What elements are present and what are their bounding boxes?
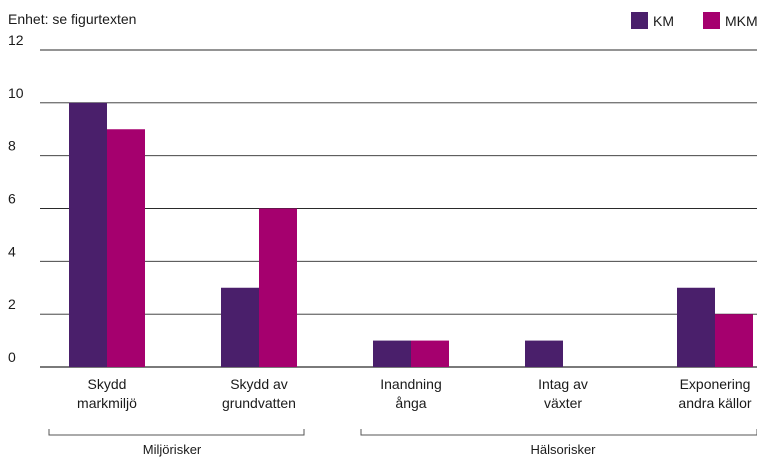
legend-label: MKM xyxy=(725,13,757,29)
bar-mkm xyxy=(715,314,753,367)
bar-mkm xyxy=(259,208,297,367)
x-tick-label: Inandning ånga xyxy=(380,376,442,411)
y-tick-label: 6 xyxy=(8,191,16,207)
legend-swatch-km xyxy=(631,12,648,29)
bar-km xyxy=(221,287,259,367)
y-tick-label: 10 xyxy=(8,85,24,101)
bar-km xyxy=(69,102,107,367)
x-tick-label-line: Skydd av xyxy=(230,376,288,392)
unit-label: Enhet: se figurtexten xyxy=(8,11,136,27)
y-tick-label: 4 xyxy=(8,243,16,259)
y-tick-label: 12 xyxy=(8,32,24,48)
x-tick-label: Skydd markmiljö xyxy=(77,376,137,411)
x-tick-label-line: växter xyxy=(544,395,582,411)
y-tick-label: 2 xyxy=(8,296,16,312)
x-tick-label: Skydd av grundvatten xyxy=(222,376,296,411)
x-tick-label-line: andra källor xyxy=(678,395,751,411)
group-label: Hälsorisker xyxy=(530,442,596,457)
y-axis: 0 2 4 6 8 10 12 xyxy=(8,32,24,365)
x-tick-label: Exponering andra källor xyxy=(678,376,751,411)
x-tick-label-line: Exponering xyxy=(680,376,751,392)
x-tick-label: Intag av växter xyxy=(538,376,588,411)
group-bracket xyxy=(360,429,757,436)
bar-mkm xyxy=(411,340,449,367)
x-tick-label-line: Skydd xyxy=(88,376,127,392)
bar-km xyxy=(677,287,715,367)
bar-mkm xyxy=(107,129,145,367)
group-bracket xyxy=(48,429,305,436)
y-tick-label: 0 xyxy=(8,349,16,365)
bar-km xyxy=(525,340,563,367)
legend-label: KM xyxy=(653,13,674,29)
x-axis: Skydd markmiljö Skydd av grundvatten Inandni… xyxy=(77,376,752,411)
bar-km xyxy=(373,340,411,367)
category-groups: Miljörisker Hälsorisker xyxy=(48,429,757,457)
gridlines xyxy=(40,49,757,368)
legend: KM MKM xyxy=(631,12,757,29)
x-tick-label-line: grundvatten xyxy=(222,395,296,411)
x-tick-label-line: Intag av xyxy=(538,376,588,392)
y-tick-label: 8 xyxy=(8,138,16,154)
x-tick-label-line: ånga xyxy=(395,395,426,411)
legend-swatch-mkm xyxy=(703,12,720,29)
bars xyxy=(69,102,753,367)
x-tick-label-line: markmiljö xyxy=(77,395,137,411)
group-label: Miljörisker xyxy=(143,442,202,457)
x-tick-label-line: Inandning xyxy=(380,376,442,392)
